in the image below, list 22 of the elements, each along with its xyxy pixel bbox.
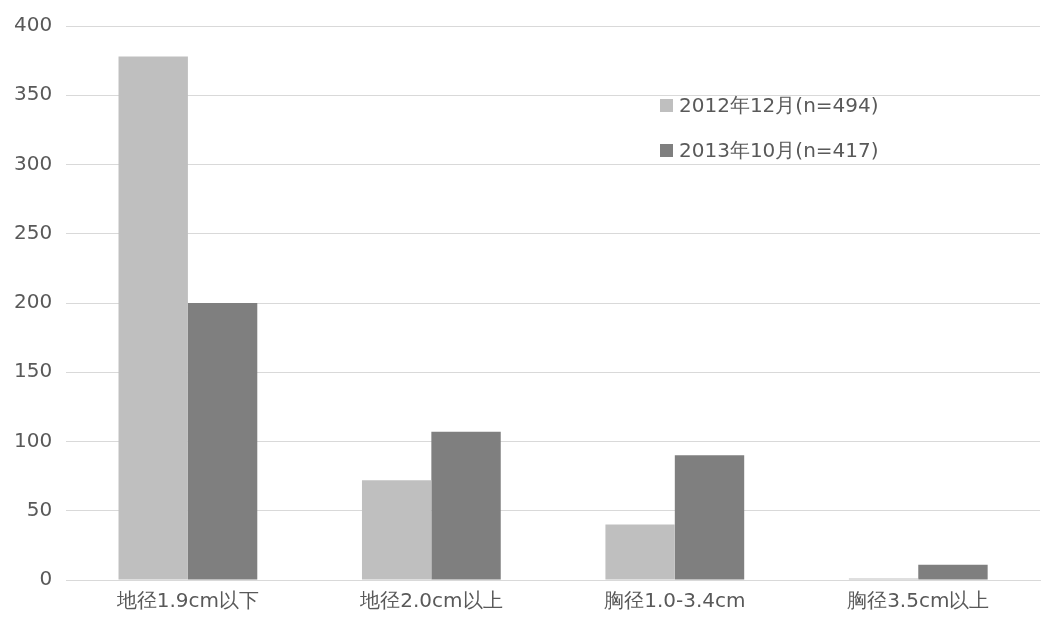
- x-tick-label: 胸径1.0-3.4cm: [604, 588, 746, 613]
- bar: [605, 524, 675, 580]
- y-tick-label: 250: [13, 219, 53, 244]
- legend-label: 2012年12月(n=494): [679, 92, 879, 119]
- y-tick-label: 350: [13, 81, 53, 106]
- bar: [118, 56, 188, 580]
- x-tick-label: 胸径3.5cm以上: [847, 588, 990, 613]
- y-tick-label: 400: [13, 12, 53, 37]
- legend-label: 2013年10月(n=417): [679, 137, 879, 164]
- y-tick-label: 100: [13, 427, 53, 452]
- bar: [431, 431, 501, 580]
- y-tick-label: 0: [39, 566, 53, 591]
- bar: [918, 564, 988, 580]
- y-tick-label: 50: [26, 496, 53, 521]
- x-tick-label: 地径1.9cm以下: [115, 588, 260, 613]
- bar: [361, 480, 432, 580]
- y-tick-label: 200: [13, 289, 53, 314]
- y-tick-label: 300: [13, 150, 53, 175]
- bar: [674, 455, 745, 580]
- bar: [187, 303, 258, 580]
- y-tick-label: 150: [13, 358, 53, 383]
- x-tick-label: 地径2.0cm以上: [359, 588, 503, 613]
